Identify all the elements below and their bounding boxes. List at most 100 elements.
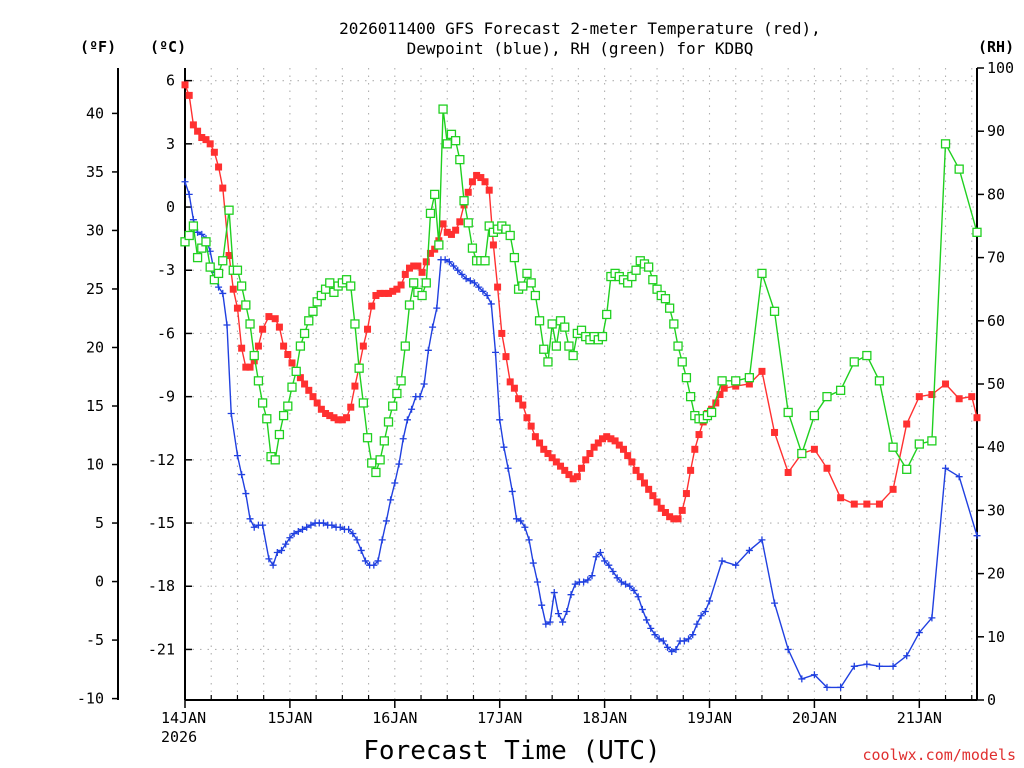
data-point	[525, 536, 533, 544]
data-point	[551, 341, 561, 351]
data-point	[434, 240, 444, 250]
data-point	[580, 578, 588, 586]
celsius-tick-label: -6	[157, 324, 175, 342]
data-point	[287, 382, 297, 392]
data-point	[350, 319, 360, 329]
data-point	[968, 393, 976, 401]
data-point	[601, 557, 609, 565]
data-point	[185, 91, 193, 99]
data-point	[464, 188, 472, 196]
data-point	[246, 515, 254, 523]
data-point	[362, 433, 373, 443]
data-point	[325, 278, 335, 288]
data-point	[385, 289, 393, 297]
time-tick-label: 18JAN	[582, 709, 627, 727]
data-point	[822, 391, 832, 402]
data-point	[569, 475, 577, 483]
data-point	[282, 540, 290, 548]
data-point	[757, 268, 767, 279]
data-point	[468, 178, 476, 186]
data-point	[875, 500, 883, 508]
rh-tick-label: 50	[987, 375, 1005, 393]
data-point	[531, 433, 539, 441]
data-point	[863, 660, 871, 668]
celsius-unit-label: (ºC)	[150, 38, 186, 56]
rh-tick-label: 70	[987, 249, 1005, 267]
data-point	[308, 306, 318, 316]
data-point	[426, 249, 434, 257]
data-point	[219, 184, 227, 192]
data-point	[582, 456, 590, 464]
data-point	[544, 450, 552, 458]
data-point	[611, 437, 619, 445]
axes: 630-3-6-9-12-15-18-214035302520151050-5-…	[77, 59, 1014, 746]
time-tick-label: 20JAN	[792, 709, 837, 727]
data-point	[512, 515, 520, 523]
celsius-tick-label: -18	[148, 577, 175, 595]
data-point	[955, 473, 963, 481]
data-point	[533, 578, 541, 586]
data-point	[241, 300, 251, 310]
data-point	[492, 348, 500, 356]
data-point	[420, 380, 428, 388]
data-point	[445, 258, 453, 266]
data-point	[888, 442, 898, 452]
data-point	[536, 439, 544, 447]
data-point	[273, 549, 281, 557]
data-point	[681, 373, 692, 383]
data-point	[283, 401, 293, 411]
data-point	[648, 275, 658, 285]
data-point	[875, 662, 883, 670]
data-point	[732, 561, 740, 569]
data-point	[447, 230, 455, 238]
data-point	[613, 574, 621, 582]
data-point	[685, 635, 693, 643]
data-point	[319, 519, 327, 527]
data-point	[784, 468, 792, 476]
data-point	[349, 530, 357, 538]
data-point	[863, 500, 871, 508]
data-point	[368, 302, 376, 310]
data-point	[664, 643, 672, 651]
data-point	[670, 515, 678, 523]
data-point	[383, 417, 394, 427]
data-point	[602, 309, 612, 320]
celsius-tick-label: -9	[157, 388, 175, 406]
data-point	[245, 319, 255, 329]
data-point	[288, 359, 296, 367]
data-point	[229, 285, 237, 293]
data-point	[521, 523, 529, 531]
data-point	[357, 546, 365, 554]
data-point	[599, 435, 607, 443]
data-point	[181, 81, 189, 89]
data-point	[291, 366, 301, 377]
data-point	[605, 561, 613, 569]
time-tick-label: 16JAN	[372, 709, 417, 727]
data-point	[548, 454, 556, 462]
data-point	[523, 414, 531, 422]
data-point	[450, 136, 461, 146]
data-point	[301, 380, 309, 388]
data-point	[849, 357, 859, 367]
data-point	[364, 325, 372, 333]
data-point	[603, 433, 611, 441]
fahrenheit-tick-label: 40	[86, 104, 104, 122]
data-point	[354, 363, 364, 373]
data-point	[466, 277, 474, 285]
data-point	[259, 521, 267, 529]
data-point	[716, 391, 724, 399]
data-point	[294, 527, 302, 535]
fahrenheit-unit-label: (ºF)	[80, 38, 116, 56]
data-point	[557, 462, 565, 470]
data-point	[481, 178, 489, 186]
fahrenheit-tick-label: 25	[86, 280, 104, 298]
data-point	[758, 536, 766, 544]
data-point	[358, 398, 368, 408]
data-point	[351, 382, 359, 390]
data-point	[538, 601, 546, 609]
data-point	[334, 416, 342, 424]
data-point	[718, 557, 726, 565]
fahrenheit-tick-label: 35	[86, 163, 104, 181]
data-point	[567, 591, 575, 599]
data-point	[290, 530, 298, 538]
